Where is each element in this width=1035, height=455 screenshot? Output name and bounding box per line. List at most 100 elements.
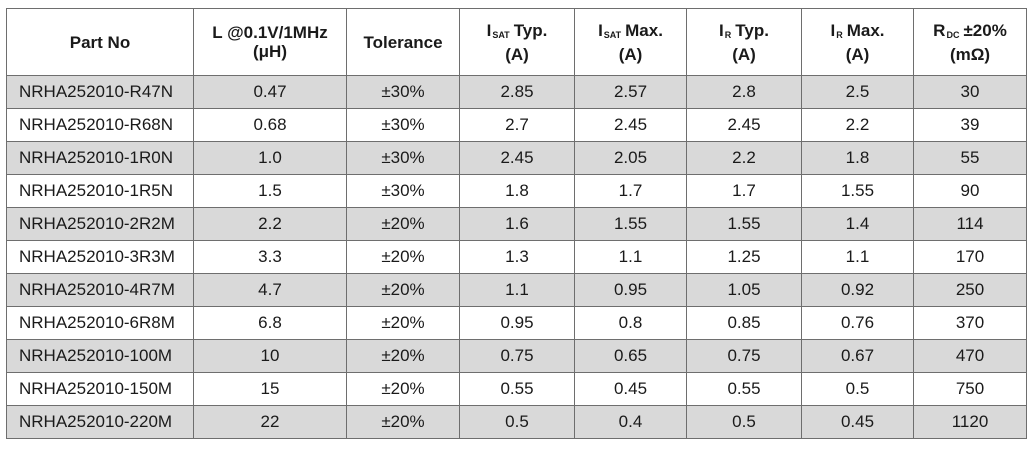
header-ir-typ: IR Typ. (A) [686,8,802,76]
cell-tolerance: ±20% [346,339,460,373]
cell-ir-typ: 2.2 [686,141,802,175]
cell-isat-typ: 1.8 [459,174,575,208]
cell-rdc: 750 [913,372,1027,406]
cell-part-number: NRHA252010-6R8M [6,306,194,340]
header-isat-typ: ISAT Typ. (A) [459,8,575,76]
cell-isat-typ: 0.75 [459,339,575,373]
cell-isat-max: 1.1 [574,240,687,274]
header-symbol: I [486,20,492,40]
cell-ir-typ: 0.85 [686,306,802,340]
header-label: Typ. [513,20,548,40]
cell-inductance: 4.7 [193,273,347,307]
table-row: NRHA252010-3R3M 3.3 ±20% 1.3 1.1 1.25 1.1 170 [6,240,1027,274]
header-symbol: I [719,20,724,40]
cell-part-number: NRHA252010-1R5N [6,174,194,208]
cell-tolerance: ±30% [346,174,460,208]
table-row: NRHA252010-1R5N 1.5 ±30% 1.8 1.7 1.7 1.55 90 [6,174,1027,208]
table-row: NRHA252010-100M 10 ±20% 0.75 0.65 0.75 0.67 470 [6,339,1027,373]
cell-ir-max: 0.76 [801,306,914,340]
header-inductance: L @0.1V/1MHz (μH) [193,8,347,76]
cell-ir-typ: 1.05 [686,273,802,307]
header-ir-max: IR Max. (A) [801,8,914,76]
cell-ir-typ: 0.5 [686,405,802,439]
header-unit: (A) [732,44,756,64]
cell-tolerance: ±20% [346,306,460,340]
table-row: NRHA252010-220M 22 ±20% 0.5 0.4 0.5 0.45 1120 [6,405,1027,439]
cell-tolerance: ±30% [346,108,460,142]
table-row: NRHA252010-R68N 0.68 ±30% 2.7 2.45 2.45 2.2 39 [6,108,1027,142]
header-unit: (A) [845,44,870,64]
cell-inductance: 15 [193,372,347,406]
cell-isat-max: 0.45 [574,372,687,406]
cell-isat-typ: 2.7 [459,108,575,142]
cell-isat-typ: 0.5 [459,405,575,439]
header-symbol: R [933,20,946,40]
cell-inductance: 2.2 [193,207,347,241]
cell-rdc: 30 [913,75,1027,109]
header-label: ±20% [963,20,1007,40]
cell-isat-typ: 0.55 [459,372,575,406]
cell-tolerance: ±20% [346,273,460,307]
cell-ir-typ: 2.8 [686,75,802,109]
header-symbol: I [598,20,603,40]
table-row: NRHA252010-2R2M 2.2 ±20% 1.6 1.55 1.55 1.4 114 [6,207,1027,241]
table-body: NRHA252010-R47N 0.47 ±30% 2.85 2.57 2.8 2.5 30 N… [6,75,1027,439]
cell-inductance: 1.0 [193,141,347,175]
cell-inductance: 6.8 [193,306,347,340]
cell-tolerance: ±20% [346,372,460,406]
cell-inductance: 0.68 [193,108,347,142]
cell-part-number: NRHA252010-150M [6,372,194,406]
cell-part-number: NRHA252010-2R2M [6,207,194,241]
cell-isat-typ: 1.1 [459,273,575,307]
cell-inductance: 22 [193,405,347,439]
cell-isat-max: 2.45 [574,108,687,142]
header-label: Max. [625,20,663,40]
cell-part-number: NRHA252010-3R3M [6,240,194,274]
cell-rdc: 170 [913,240,1027,274]
cell-rdc: 90 [913,174,1027,208]
cell-tolerance: ±20% [346,405,460,439]
cell-rdc: 470 [913,339,1027,373]
cell-inductance: 1.5 [193,174,347,208]
cell-tolerance: ±30% [346,75,460,109]
header-isat-max: ISAT Max. (A) [574,8,687,76]
cell-tolerance: ±30% [346,141,460,175]
cell-part-number: NRHA252010-220M [6,405,194,439]
header-label: Part No [69,32,131,52]
header-tolerance: Tolerance [346,8,460,76]
header-row: Part No L @0.1V/1MHz (μH) Tolerance ISAT… [6,8,1027,76]
cell-isat-typ: 1.3 [459,240,575,274]
cell-rdc: 1120 [913,405,1027,439]
cell-tolerance: ±20% [346,207,460,241]
header-unit: (A) [618,44,643,64]
cell-ir-typ: 1.55 [686,207,802,241]
cell-part-number: NRHA252010-R68N [6,108,194,142]
cell-rdc: 39 [913,108,1027,142]
cell-isat-typ: 0.95 [459,306,575,340]
cell-ir-max: 0.67 [801,339,914,373]
cell-inductance: 0.47 [193,75,347,109]
header-label: Tolerance [363,32,443,52]
header-subscript: SAT [492,29,510,40]
cell-isat-max: 2.57 [574,75,687,109]
cell-ir-max: 2.5 [801,75,914,109]
header-subscript: DC [946,29,960,40]
cell-ir-max: 1.8 [801,141,914,175]
table-row: NRHA252010-150M 15 ±20% 0.55 0.45 0.55 0.5 750 [6,372,1027,406]
cell-isat-max: 0.65 [574,339,687,373]
cell-part-number: NRHA252010-4R7M [6,273,194,307]
header-label: Max. [846,20,885,40]
cell-ir-typ: 0.55 [686,372,802,406]
cell-part-number: NRHA252010-100M [6,339,194,373]
cell-ir-max: 1.55 [801,174,914,208]
header-subscript: R [836,29,843,40]
cell-isat-max: 1.7 [574,174,687,208]
cell-isat-typ: 2.45 [459,141,575,175]
header-unit: (mΩ) [949,44,991,64]
cell-part-number: NRHA252010-R47N [6,75,194,109]
table-row: NRHA252010-4R7M 4.7 ±20% 1.1 0.95 1.05 0.92 250 [6,273,1027,307]
table-row: NRHA252010-1R0N 1.0 ±30% 2.45 2.05 2.2 1.8 55 [6,141,1027,175]
cell-tolerance: ±20% [346,240,460,274]
cell-ir-max: 2.2 [801,108,914,142]
header-rdc: RDC ±20% (mΩ) [913,8,1027,76]
